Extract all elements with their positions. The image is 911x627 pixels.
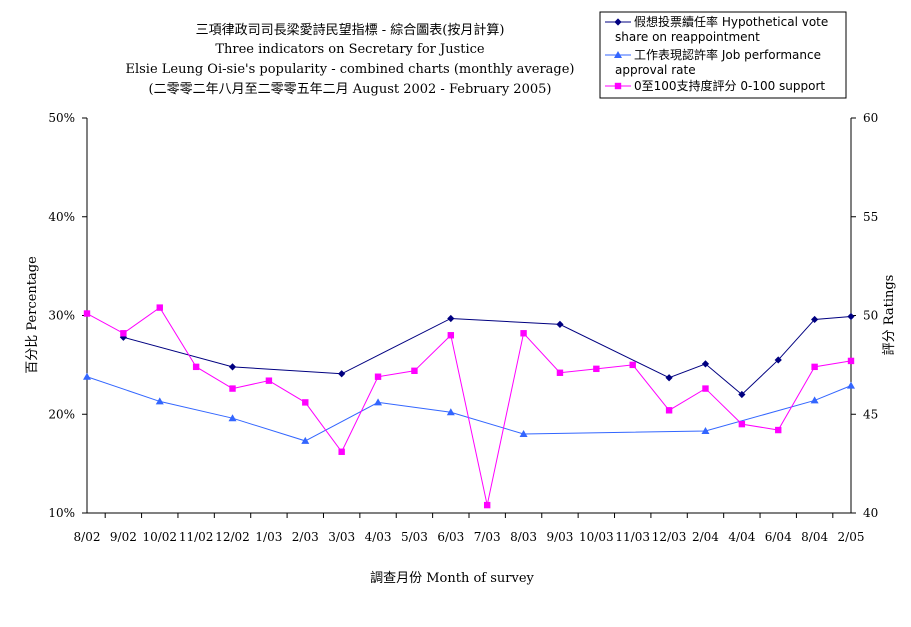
series-1-point bbox=[701, 360, 710, 368]
x-tick-label: 8/03 bbox=[510, 530, 537, 544]
series-3-point bbox=[665, 407, 673, 414]
x-tick-label: 2/03 bbox=[292, 530, 319, 544]
chart-title-line-3: Elsie Leung Oi-sie's popularity - combin… bbox=[125, 62, 574, 77]
y-tick-label-left: 20% bbox=[48, 407, 75, 421]
x-tick-label: 10/03 bbox=[579, 530, 614, 544]
x-tick-label: 10/02 bbox=[142, 530, 177, 544]
y-axis-label-left: 百分比 Percentage bbox=[25, 256, 40, 374]
series-2-point bbox=[847, 381, 855, 389]
series-3-point bbox=[338, 448, 345, 455]
x-tick-label: 4/04 bbox=[728, 530, 755, 544]
legend-series-2-marker bbox=[614, 51, 622, 58]
x-tick-label: 2/04 bbox=[692, 530, 719, 544]
y-axis-label-right: 評分 Ratings bbox=[882, 275, 897, 356]
series-3-point bbox=[520, 330, 527, 337]
series-2-point bbox=[701, 427, 710, 435]
series-2-point bbox=[83, 372, 91, 380]
series-1-point bbox=[811, 315, 819, 324]
x-tick-label: 11/03 bbox=[615, 530, 650, 544]
series-3-point bbox=[483, 501, 491, 509]
chart-title-line-2: Three indicators on Secretary for Justic… bbox=[215, 42, 485, 57]
x-tick-label: 6/03 bbox=[437, 530, 464, 544]
series-3-point bbox=[593, 365, 600, 373]
legend-series-2-label: 工作表現認許率 Job performance bbox=[634, 47, 821, 62]
series-3-point bbox=[811, 363, 818, 371]
legend-series-1-marker bbox=[614, 18, 622, 26]
series-3-point bbox=[265, 377, 273, 384]
series-2-point bbox=[301, 436, 310, 444]
series-3-point bbox=[302, 399, 309, 406]
series-1-point bbox=[847, 312, 855, 321]
series-1-point bbox=[447, 314, 455, 323]
y-tick-label-right: 45 bbox=[863, 407, 878, 421]
x-tick-label: 12/02 bbox=[215, 530, 250, 544]
series-2-point bbox=[446, 408, 455, 416]
x-tick-label: 9/02 bbox=[110, 530, 137, 544]
legend-series-2-label: approval rate bbox=[615, 63, 696, 77]
legend-box bbox=[599, 11, 847, 99]
series-3-point bbox=[120, 330, 127, 337]
x-tick-label: 2/05 bbox=[838, 530, 865, 544]
x-tick-label: 8/04 bbox=[801, 530, 828, 544]
y-tick-label-left: 50% bbox=[48, 111, 75, 125]
series-3-point bbox=[192, 363, 200, 371]
y-tick-label-right: 50 bbox=[863, 309, 878, 323]
series-2-point bbox=[810, 396, 819, 404]
series-3-point bbox=[411, 367, 418, 374]
series-3-point bbox=[229, 385, 236, 392]
x-tick-label: 1/03 bbox=[255, 530, 282, 544]
legend-series-1-label: share on reappointment bbox=[615, 30, 760, 44]
series-2-line bbox=[86, 376, 852, 442]
y-tick-label-right: 60 bbox=[863, 111, 878, 125]
legend-series-1-label: 假想投票續任率 Hypothetical vote bbox=[634, 14, 828, 29]
series-3-point bbox=[83, 310, 91, 317]
chart-title: 三項律政司司長梁愛詩民望指標 - 綜合圖表(按月計算) Three indica… bbox=[125, 22, 574, 97]
x-tick-label: 3/03 bbox=[328, 530, 355, 544]
series-1-point bbox=[119, 333, 127, 341]
series-1-point bbox=[665, 374, 673, 382]
series-3-point bbox=[374, 373, 382, 380]
series-1-line bbox=[123, 315, 852, 396]
series-1-point bbox=[338, 370, 346, 378]
chart-title-line-1: 三項律政司司長梁愛詩民望指標 - 綜合圖表(按月計算) bbox=[196, 22, 505, 38]
series-3-point bbox=[447, 332, 455, 339]
series-1-point bbox=[556, 320, 564, 328]
y-tick-label-left: 30% bbox=[48, 309, 75, 323]
series-3-point bbox=[847, 357, 855, 365]
series-2-point bbox=[374, 398, 383, 406]
x-tick-label: 7/03 bbox=[474, 530, 501, 544]
series-3-point bbox=[629, 361, 636, 369]
x-tick-label: 4/03 bbox=[365, 530, 392, 544]
x-tick-label: 8/02 bbox=[74, 530, 101, 544]
y-tick-label-left: 10% bbox=[48, 506, 75, 520]
series-3-point bbox=[775, 426, 782, 434]
y-tick-label-left: 40% bbox=[48, 210, 75, 224]
series-3-point bbox=[738, 420, 746, 428]
legend-series-3-label: 0至100支持度評分 0-100 support bbox=[634, 78, 825, 93]
chart-title-line-4: (二零零二年八月至二零零五年二月 August 2002 - February … bbox=[149, 82, 552, 97]
series-3-point bbox=[156, 304, 163, 311]
x-axis-label: 調查月份 Month of survey bbox=[370, 571, 534, 586]
x-tick-label: 5/03 bbox=[401, 530, 428, 544]
series-3-point bbox=[702, 385, 709, 392]
legend-series-3-marker bbox=[614, 82, 622, 90]
x-tick-label: 11/02 bbox=[179, 530, 214, 544]
x-tick-label: 12/03 bbox=[652, 530, 687, 544]
series-2-point bbox=[519, 430, 528, 437]
y-tick-label-right: 40 bbox=[863, 506, 878, 520]
series-1-point bbox=[228, 363, 237, 371]
series-1-point bbox=[738, 390, 746, 399]
series-1-point bbox=[774, 356, 782, 364]
series-3-line bbox=[86, 306, 852, 506]
series-3-point bbox=[556, 369, 564, 376]
series-2-point bbox=[155, 397, 164, 405]
series-2-point bbox=[228, 414, 237, 422]
x-tick-label: 6/04 bbox=[765, 530, 792, 544]
y-tick-label-right: 55 bbox=[863, 210, 878, 224]
x-tick-label: 9/03 bbox=[546, 530, 573, 544]
